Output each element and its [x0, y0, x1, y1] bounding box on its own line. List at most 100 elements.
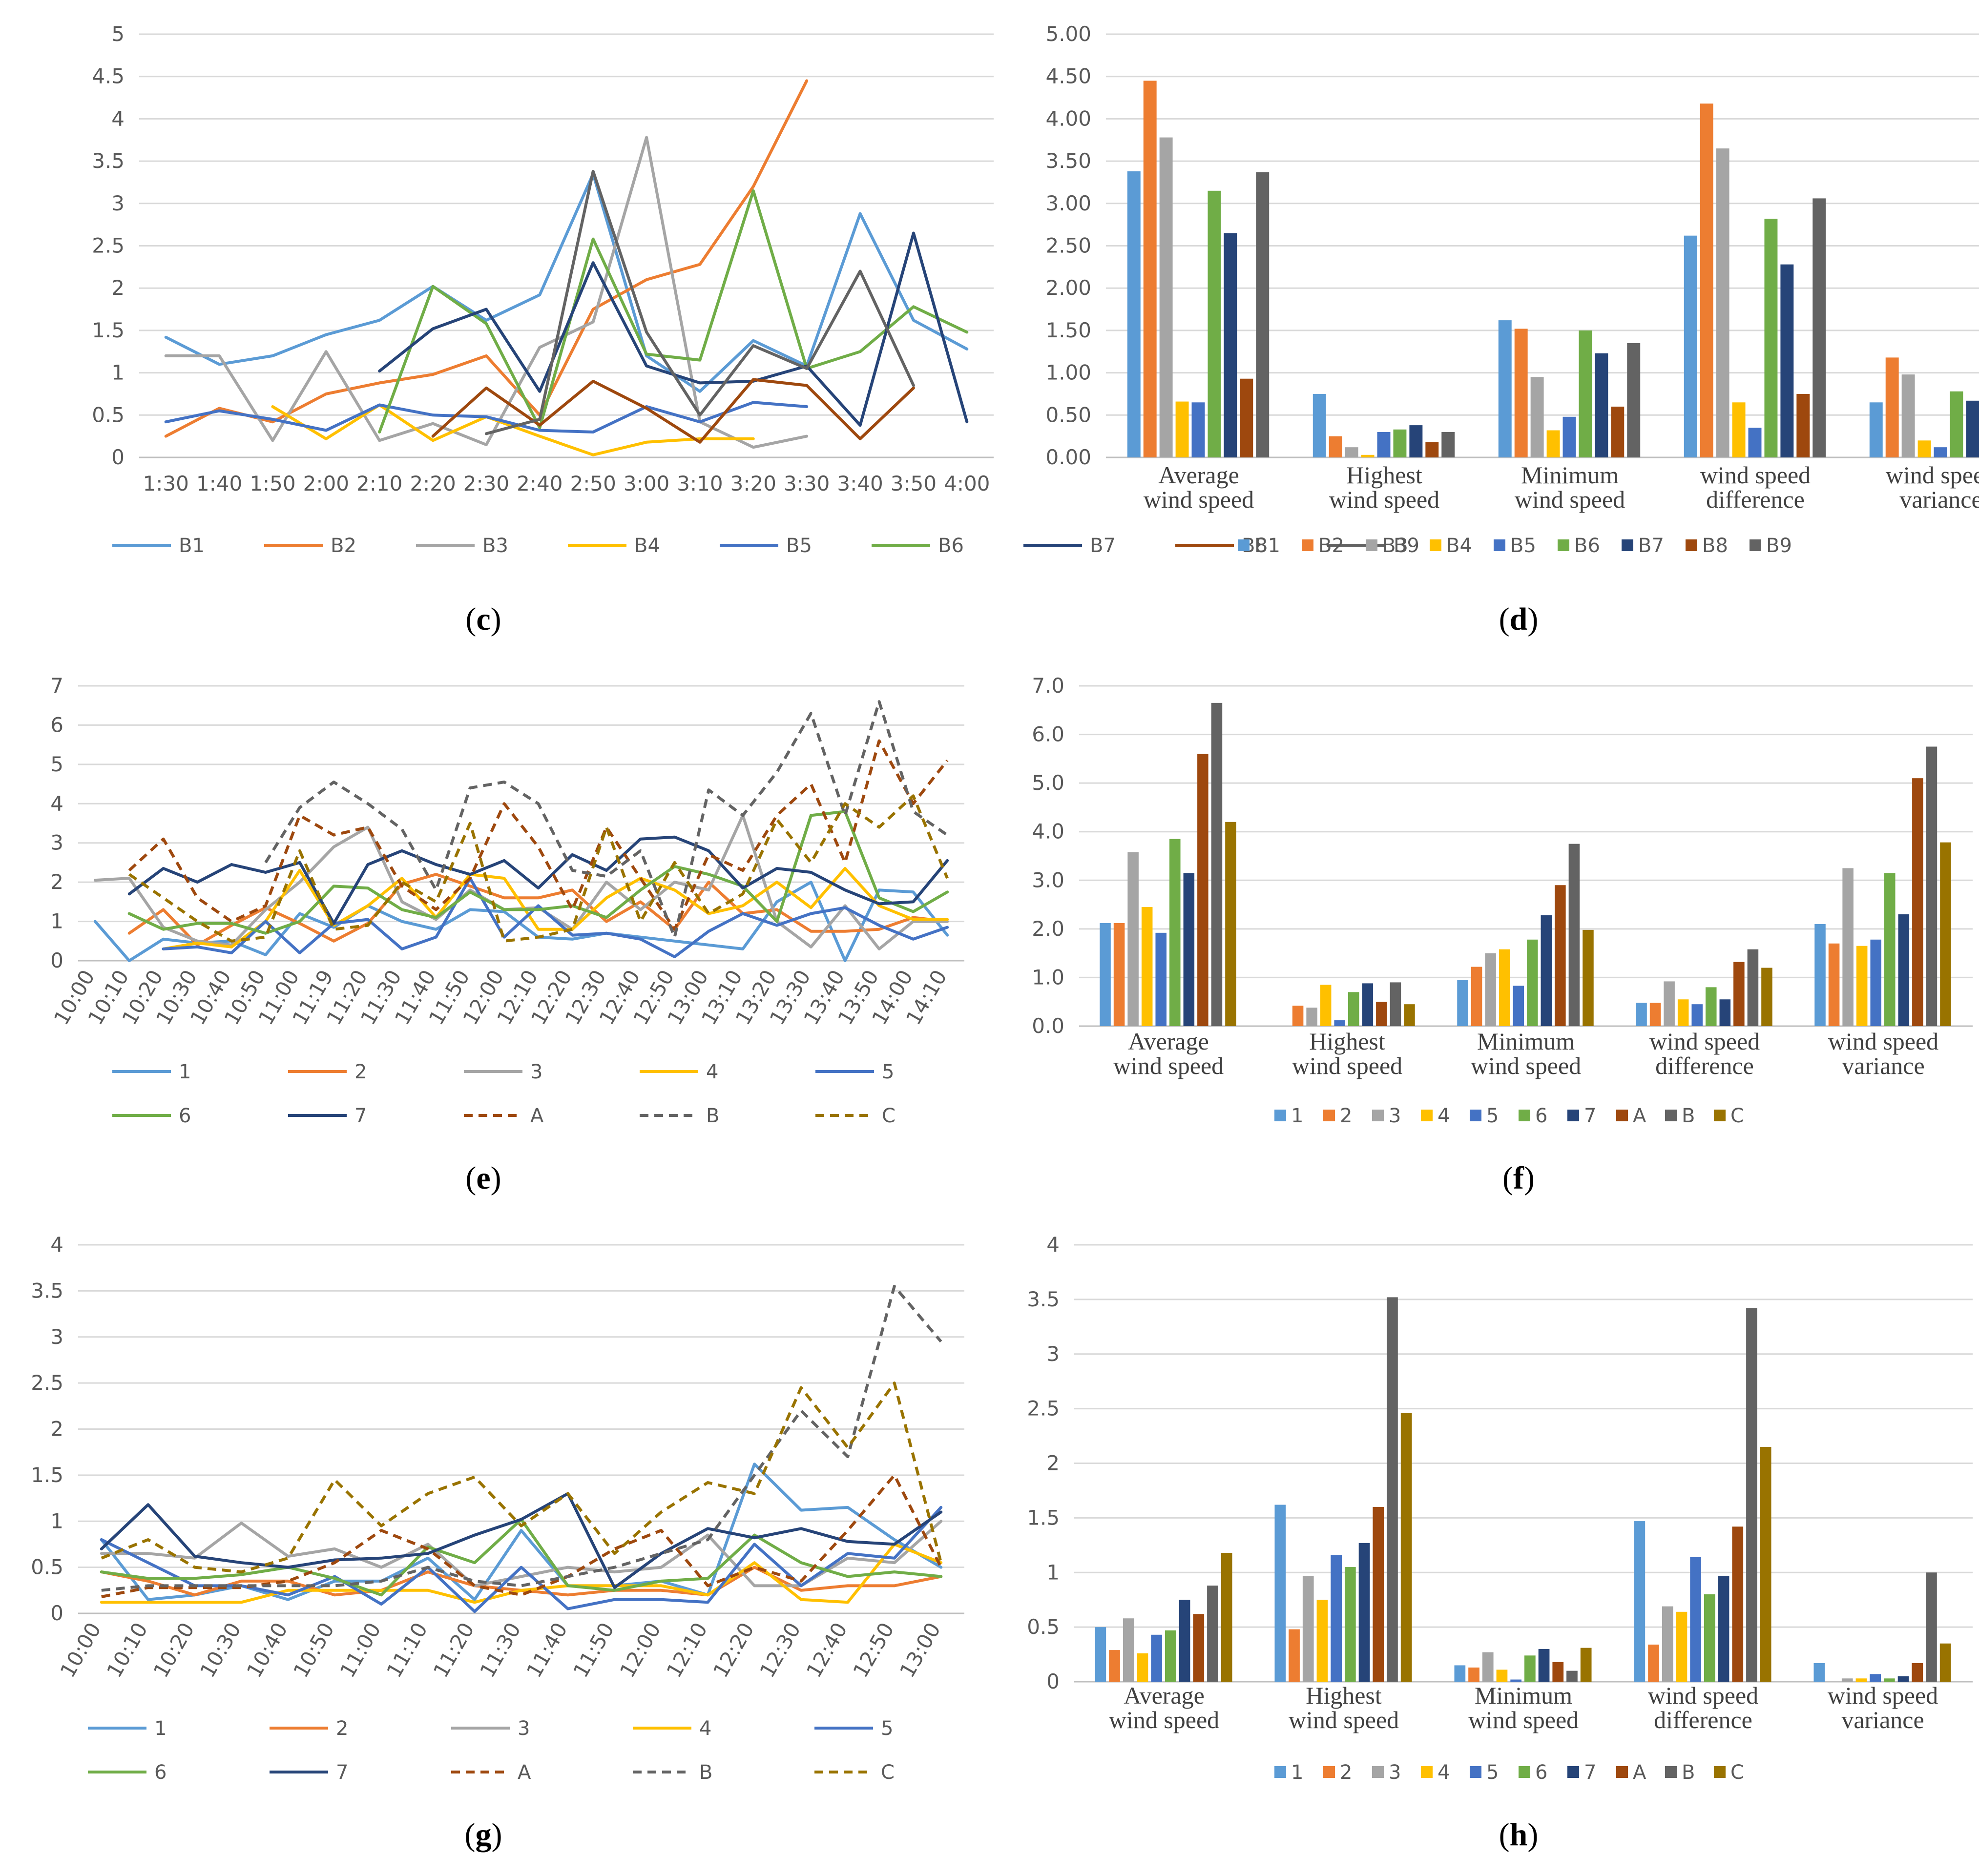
y-tick-label: 1.5: [92, 318, 125, 342]
bar-3: [1662, 1606, 1673, 1682]
bar-B2: [1143, 81, 1157, 457]
legend-label: C: [1730, 1761, 1744, 1784]
panel-label-e: (e): [465, 1160, 501, 1196]
legend-label: 5: [882, 1061, 894, 1083]
legend-swatch-A: [1616, 1766, 1628, 1778]
y-tick-label: 4.00: [1045, 106, 1091, 130]
category-label: Minimum: [1521, 461, 1619, 489]
bar-B: [1387, 1297, 1398, 1682]
bar-B6: [1950, 391, 1963, 457]
x-tick-label: 2:20: [410, 472, 456, 495]
y-tick-label: 5.00: [1045, 22, 1091, 46]
series-line-6: [127, 810, 949, 935]
x-tick-label: 1:30: [143, 472, 189, 495]
legend-label: 4: [706, 1061, 718, 1083]
category-label: difference: [1654, 1706, 1752, 1733]
bar-C: [1225, 822, 1236, 1026]
bar-5: [1334, 1020, 1345, 1026]
y-tick-label: 6: [50, 713, 63, 737]
category-label: Highest: [1306, 1682, 1382, 1709]
bar-B5: [1377, 432, 1391, 457]
bar-B6: [1764, 219, 1778, 457]
bar-7: [1541, 915, 1552, 1026]
legend-label: 7: [354, 1105, 367, 1127]
bar-B: [1568, 844, 1580, 1026]
legend-label: 3: [518, 1717, 530, 1740]
legend-label: 4: [1437, 1105, 1450, 1127]
bar-1: [1634, 1521, 1646, 1682]
bar-1: [1813, 1663, 1825, 1682]
legend-label: 6: [1535, 1105, 1547, 1127]
legend-swatch-B: [1665, 1766, 1677, 1778]
y-tick-label: 0: [1046, 1670, 1060, 1693]
bar-B5: [1934, 447, 1947, 457]
bar-4: [1316, 1600, 1328, 1682]
legend-label: B3: [1382, 535, 1408, 557]
legend-swatch-B6: [1558, 539, 1569, 551]
bar-A: [1912, 778, 1923, 1026]
bar-B8: [1425, 442, 1439, 457]
category-label: Average: [1124, 1682, 1205, 1709]
legend-label: 2: [354, 1061, 367, 1083]
y-tick-label: 1: [1046, 1560, 1060, 1584]
series-line-C: [128, 794, 949, 943]
bar-2: [1109, 1650, 1120, 1682]
bar-4: [1320, 985, 1332, 1026]
bar-B9: [1627, 343, 1641, 457]
y-tick-label: 1.5: [1027, 1505, 1060, 1529]
legend-label: 2: [336, 1717, 348, 1740]
x-tick-label: 3:00: [624, 472, 669, 495]
y-tick-label: 2: [50, 870, 63, 894]
bar-B2: [1329, 436, 1342, 457]
legend-swatch-B9: [1750, 539, 1761, 551]
category-label: wind speed: [1113, 1052, 1224, 1079]
bar-B: [1390, 982, 1401, 1026]
bar-B2: [1700, 103, 1713, 458]
category-label: wind speed: [1648, 1682, 1758, 1709]
series-line-B8: [431, 378, 915, 444]
series-line-B: [101, 1284, 942, 1592]
legend-label: 5: [1486, 1761, 1499, 1784]
bar-2: [1471, 967, 1482, 1026]
bar-B: [1747, 949, 1759, 1026]
bar-B3: [1159, 137, 1173, 458]
legend-label: 7: [1584, 1761, 1596, 1784]
legend-label: B2: [331, 535, 356, 557]
bar-A: [1376, 1002, 1387, 1026]
bar-B5: [1562, 416, 1576, 457]
panel-label-h: (h): [1499, 1817, 1539, 1853]
series-line-B: [264, 700, 948, 939]
bar-B4: [1546, 430, 1560, 457]
y-tick-label: 1.50: [1045, 318, 1091, 342]
chart-c-line: 0 0.5 1 1.5 2 2.5 3 3.5 4 4.5 5 1:30 1:40 1:50 2:00 2:1…: [92, 22, 1419, 557]
category-label: wind speed: [1109, 1706, 1219, 1733]
bar-1: [1814, 924, 1826, 1026]
bar-6: [1706, 987, 1717, 1026]
bar-4: [1137, 1653, 1148, 1682]
panel-label-f: (f): [1502, 1160, 1535, 1196]
x-tick-label: 4:00: [944, 472, 990, 495]
bar-B3: [1345, 447, 1358, 457]
bar-B: [1926, 1572, 1937, 1682]
legend-label: B9: [1766, 535, 1792, 557]
bar-6: [1165, 1630, 1176, 1682]
bar-A: [1912, 1663, 1923, 1682]
bar-7: [1183, 873, 1195, 1026]
bar-B7: [1409, 425, 1423, 457]
bar-B1: [1312, 393, 1326, 457]
legend-label: B9: [1394, 535, 1419, 557]
bar-5: [1155, 932, 1167, 1026]
legend-label: 3: [530, 1061, 542, 1083]
category-label: wind speed: [1289, 1706, 1399, 1733]
legend-label: 2: [1340, 1761, 1352, 1784]
panel-label-d: (d): [1499, 601, 1539, 637]
bar-1: [1454, 1665, 1466, 1682]
legend-label: B2: [1318, 535, 1344, 557]
legend-swatch-4: [1421, 1110, 1433, 1121]
bar-B1: [1127, 171, 1141, 458]
legend-swatch-7: [1567, 1766, 1579, 1778]
bar-7: [1362, 983, 1374, 1026]
legend-label: 6: [154, 1761, 167, 1784]
category-label: Minimum: [1475, 1682, 1572, 1709]
y-tick-label: 2.5: [31, 1371, 63, 1395]
